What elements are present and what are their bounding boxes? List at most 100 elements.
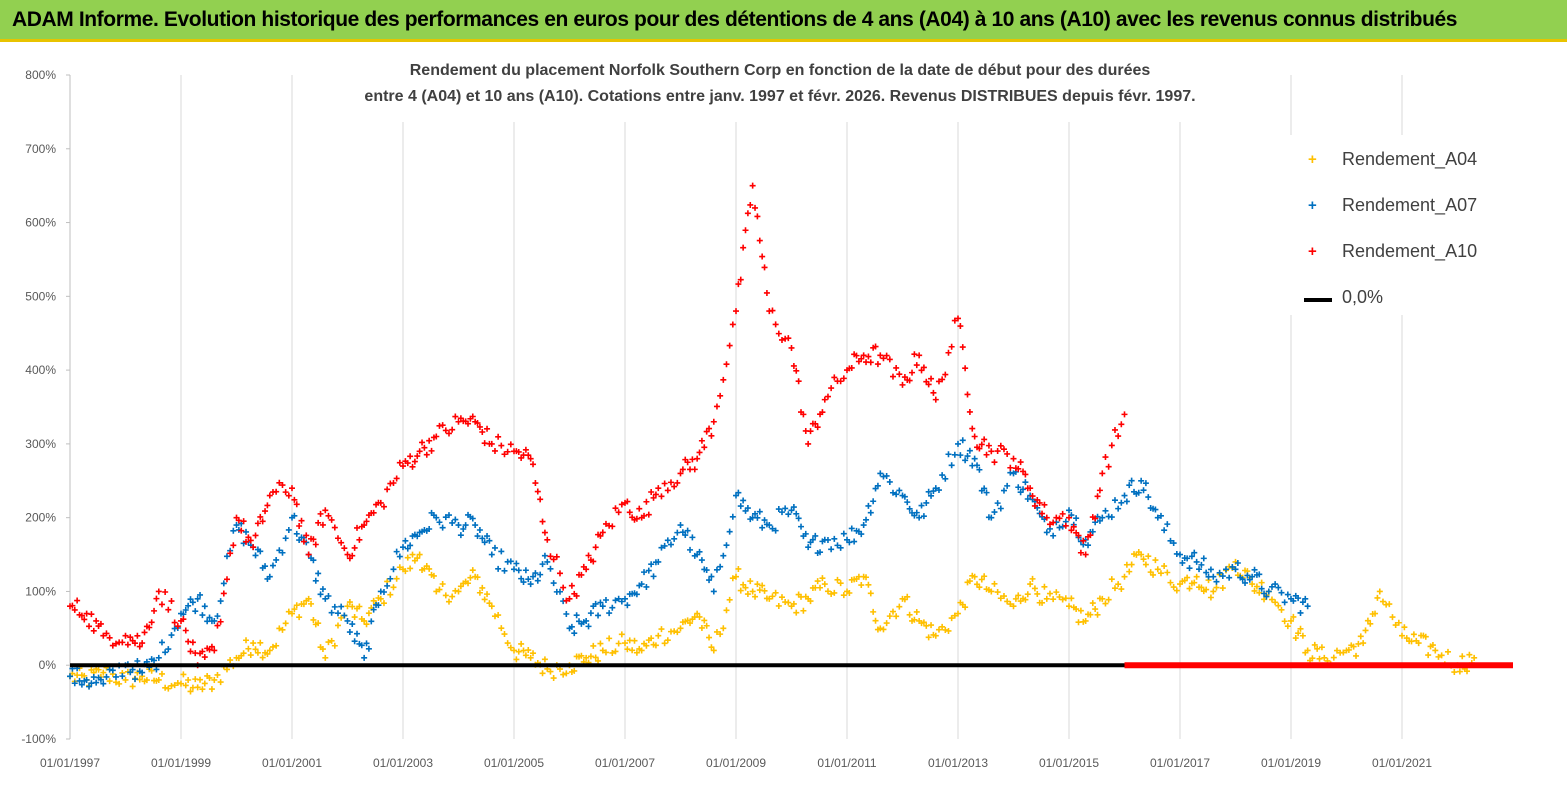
data-point-rendement-a07 [71,680,78,687]
data-point-rendement-a10 [761,264,768,271]
data-point-rendement-a10 [1017,459,1024,466]
data-point-rendement-a07 [901,493,908,500]
data-point-rendement-a04 [293,602,300,609]
data-point-rendement-a10 [331,524,338,531]
data-point-rendement-a07 [380,589,387,596]
data-point-rendement-a07 [848,525,855,532]
data-point-rendement-a10 [778,336,785,343]
chart-title-line1: Rendement du placement Norfolk Southern … [409,62,1151,79]
data-point-rendement-a10 [994,448,1001,455]
data-point-rendement-a07 [948,462,955,469]
data-point-rendement-a04 [276,625,283,632]
data-point-rendement-a07 [682,532,689,539]
data-point-rendement-a04 [180,671,187,678]
x-tick-label: 01/01/2015 [1039,756,1099,770]
data-point-rendement-a10 [442,427,449,434]
data-point-rendement-a04 [426,565,433,572]
data-point-rendement-a04 [1022,596,1029,603]
data-point-rendement-a07 [358,642,365,649]
data-point-rendement-a04 [1073,606,1080,613]
data-point-rendement-a07 [312,577,319,584]
data-point-rendement-a10 [1087,532,1094,539]
data-point-rendement-a07 [1275,584,1282,591]
data-point-rendement-a07 [1115,505,1122,512]
data-point-rendement-a07 [761,517,768,524]
data-point-rendement-a10 [419,439,426,446]
data-point-rendement-a07 [959,437,966,444]
data-point-rendement-a04 [631,637,638,644]
data-point-rendement-a04 [911,616,918,623]
data-point-rendement-a04 [1210,588,1217,595]
data-point-rendement-a10 [328,516,335,523]
data-point-rendement-a10 [127,634,134,641]
data-point-rendement-a10 [1029,493,1036,500]
data-point-rendement-a07 [1272,581,1279,588]
data-point-rendement-a07 [460,526,467,533]
data-point-rendement-a07 [310,557,317,564]
data-point-rendement-a07 [756,508,763,515]
data-point-rendement-a10 [1066,514,1072,521]
data-point-rendement-a04 [766,595,773,602]
data-point-rendement-a10 [636,505,643,512]
data-point-rendement-a04 [1167,579,1174,586]
data-point-rendement-a07 [778,509,785,516]
data-point-rendement-a04 [1031,585,1038,592]
data-point-rendement-a07 [744,505,751,512]
data-point-rendement-a04 [872,617,879,624]
data-point-rendement-a10 [214,622,221,629]
data-point-rendement-a10 [886,356,893,363]
data-point-rendement-a10 [71,606,78,613]
data-point-rendement-a07 [134,658,141,664]
data-point-rendement-a07 [1281,599,1288,606]
data-point-rendement-a04 [920,619,927,626]
chart-area: 01/01/1997 01/01/1999 01/01/2001 01/01/2003… [0,45,1567,790]
data-point-rendement-a04 [658,626,665,633]
data-point-rendement-a10 [742,227,749,234]
data-point-rendement-a10 [380,503,387,510]
data-point-rendement-a10 [491,447,498,454]
data-point-rendement-a10 [134,632,141,639]
data-point-rendement-a04 [1004,598,1011,605]
data-point-rendement-a04 [439,581,446,588]
data-point-rendement-a10 [153,595,160,602]
data-point-rendement-a07 [790,504,797,511]
data-point-rendement-a04 [749,588,756,595]
x-tick-label: 01/01/2021 [1372,756,1432,770]
data-point-rendement-a10 [920,364,927,371]
data-point-rendement-a04 [1292,635,1299,642]
data-point-rendement-a10 [696,449,703,456]
data-point-rendement-a07 [1157,512,1164,519]
data-point-rendement-a07 [129,666,136,673]
data-point-rendement-a07 [199,612,206,619]
data-point-rendement-a04 [1046,590,1053,597]
data-point-rendement-a04 [742,584,749,591]
data-point-rendement-a10 [452,413,459,420]
data-point-rendement-a07 [282,535,289,542]
data-point-rendement-a07 [155,654,162,661]
data-point-rendement-a07 [325,593,332,600]
data-point-rendement-a10 [749,182,756,189]
data-point-rendement-a10 [896,371,903,378]
data-point-rendement-a10 [971,433,978,440]
data-point-rendement-a04 [240,650,247,657]
data-point-rendement-a07 [1191,549,1198,556]
data-point-rendement-a10 [959,344,966,351]
data-point-rendement-a04 [793,609,800,616]
data-point-rendement-a10 [957,323,964,330]
data-point-rendement-a07 [1213,578,1220,585]
data-point-rendement-a07 [1263,593,1270,600]
data-point-rendement-a10 [763,289,770,296]
data-point-rendement-a10 [515,448,522,455]
data-point-rendement-a10 [684,459,691,466]
data-point-rendement-a07 [328,609,335,616]
data-point-rendement-a07 [266,573,273,580]
data-point-rendement-a07 [436,519,443,526]
data-point-rendement-a04 [1360,640,1367,647]
data-point-rendement-a07 [182,607,189,614]
data-point-rendement-a04 [1034,590,1041,597]
data-point-rendement-a04 [1410,631,1417,638]
data-point-rendement-a04 [449,593,456,600]
data-point-rendement-a04 [308,600,315,607]
data-point-rendement-a04 [1102,600,1109,607]
data-point-rendement-a04 [578,652,585,659]
